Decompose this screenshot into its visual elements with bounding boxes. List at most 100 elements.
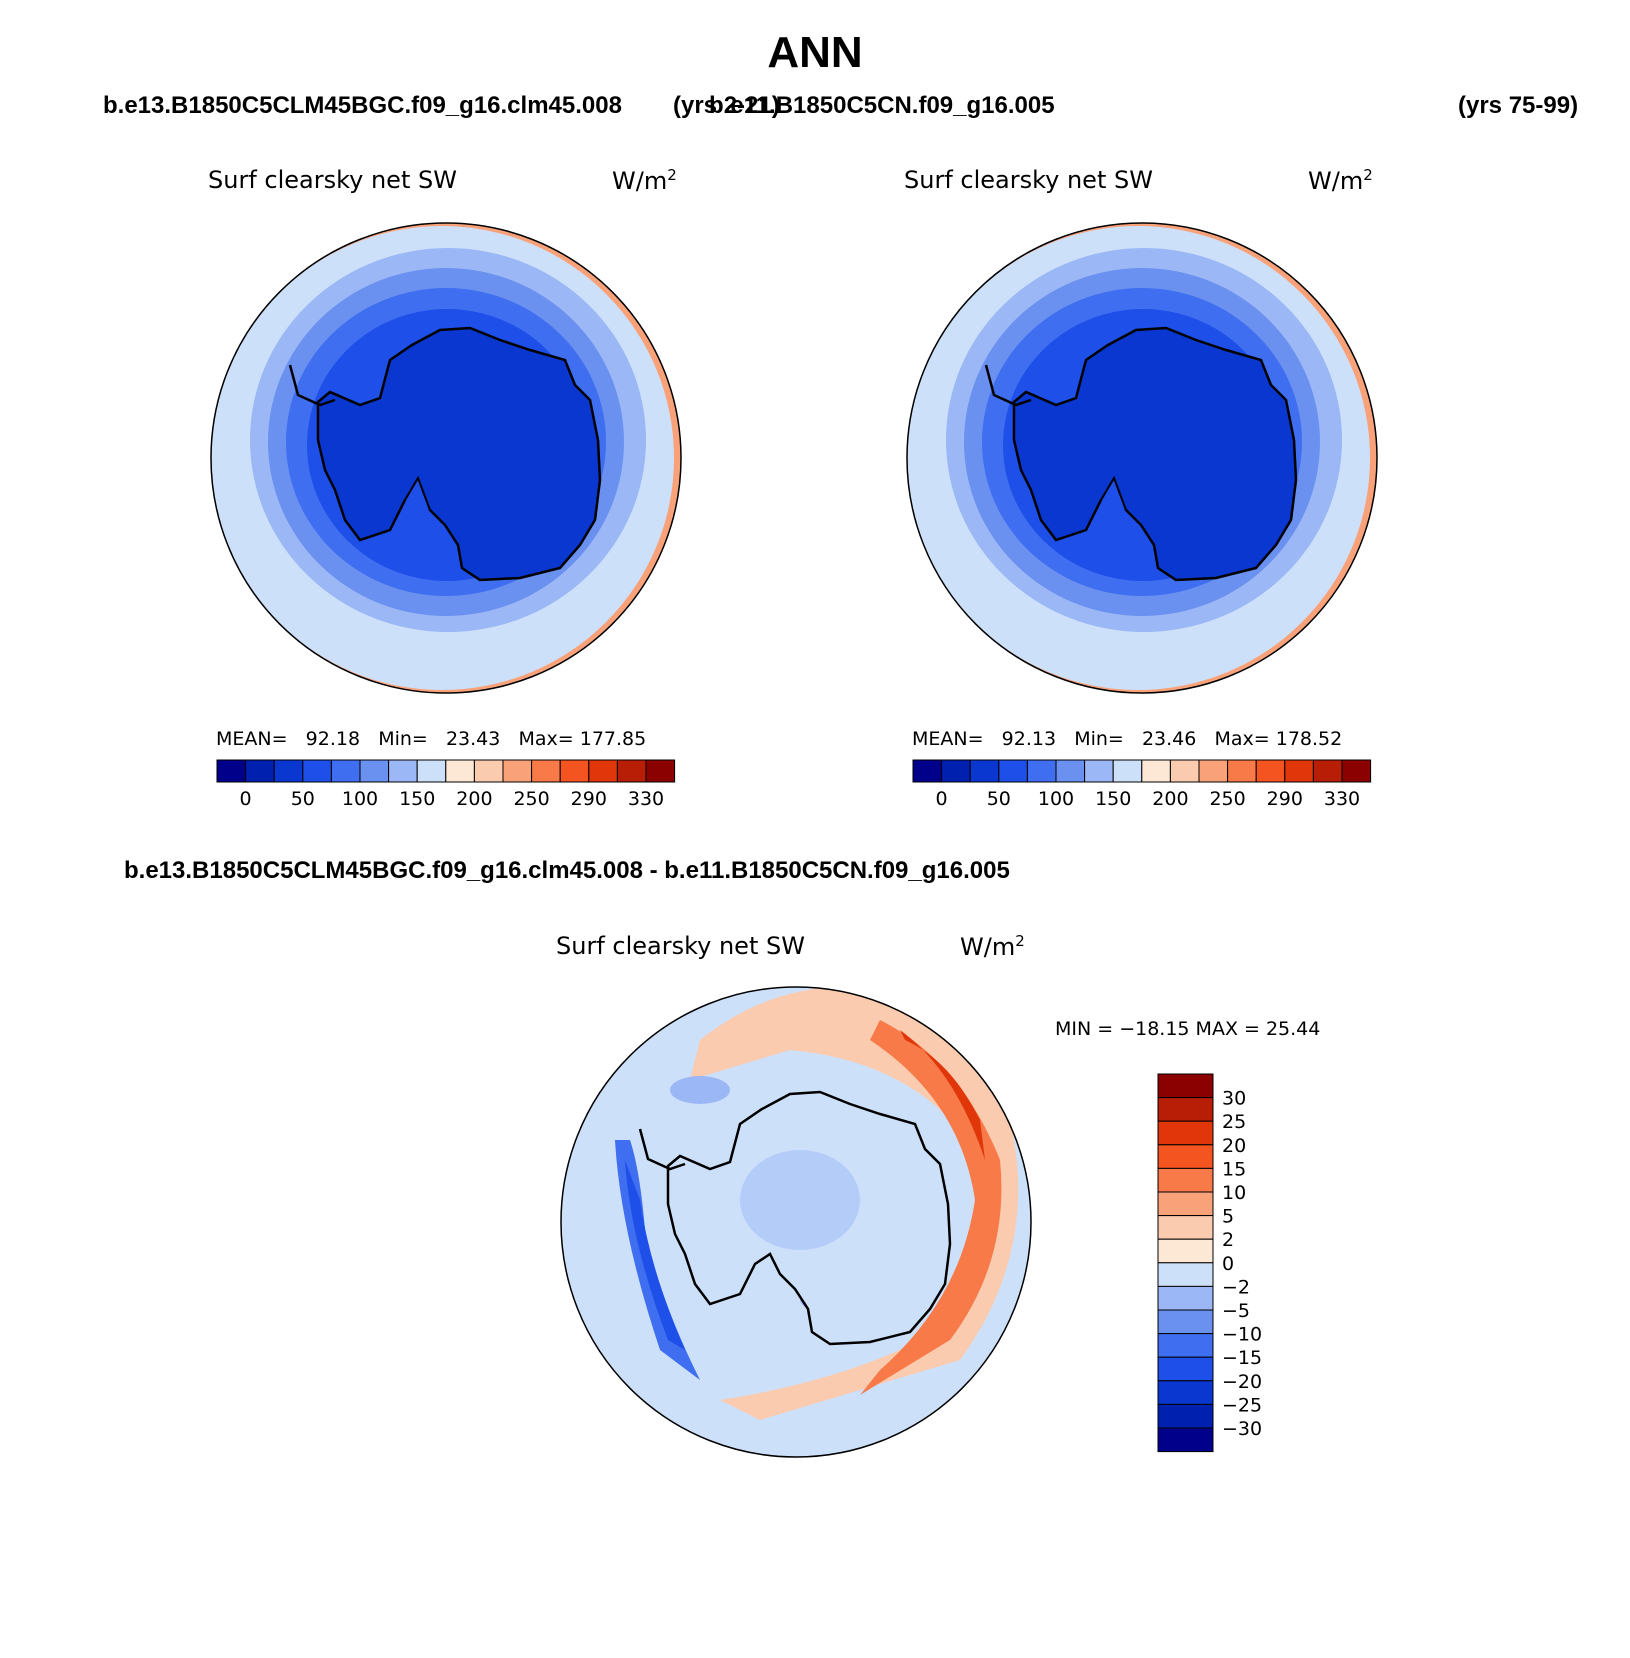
colorbar-swatch [1055,759,1086,783]
colorbar-tick-label: 20 [1222,1135,1246,1157]
colorbar-swatch [359,759,390,783]
map-left [211,223,681,693]
colorbar-tick-label: −2 [1222,1276,1250,1298]
colorbar-swatch [416,759,447,783]
colorbar-tick-label: 290 [571,788,607,810]
colorbar-swatch [941,759,971,783]
diff-min-max: MIN = −18.15 MAX = 25.44 [1055,1018,1321,1040]
colorbar-tick-label: 200 [456,788,492,810]
colorbar-swatch [1157,1309,1214,1335]
colorbar-swatch [1112,759,1143,783]
colorbar-swatch [273,759,304,783]
colorbar-tick-label: 0 [1222,1253,1234,1275]
min-label: Min= [378,728,428,750]
colorbar-tick-label: −20 [1222,1371,1262,1393]
colorbar-swatch [445,759,475,783]
field-label-left: Surf clearsky net SW [208,166,457,194]
colorbar-swatch [1157,1333,1214,1358]
colorbar-tick-label: 15 [1222,1158,1246,1180]
stats-right: MEAN= 92.13 Min= 23.46 Max= 178.52 [912,728,1342,750]
min-label: Min= [1074,728,1124,750]
colorbar-swatch [1157,1215,1214,1240]
colorbar-swatch [216,759,247,783]
colorbar-swatch [1157,1144,1214,1169]
colorbar-swatch [1026,759,1057,783]
colorbar-swatch [1157,1427,1214,1453]
colorbar-swatch [302,759,332,783]
colorbar-tick-label: 250 [1209,788,1245,810]
colorbar-swatch [1341,759,1372,783]
colorbar-tick-label: −25 [1222,1394,1262,1416]
mean-label: MEAN= [912,728,984,750]
colorbar-tick-label: 25 [1222,1111,1246,1133]
colorbar-left: 0 50 100 150 200 250 290 330 [216,759,676,810]
colorbar-tick-label: −10 [1222,1324,1262,1346]
colorbar-tick-label: 330 [1324,788,1360,810]
colorbar-swatch [1157,1285,1214,1311]
antarctica-right [1012,326,1298,582]
mean-value: 92.18 [305,728,361,750]
colorbar-swatch [1157,1356,1214,1382]
antarctica-left [316,326,602,582]
colorbar-swatch [473,759,504,783]
colorbar-tick-label: 30 [1222,1088,1246,1110]
colorbar-swatch [1157,1167,1214,1193]
colorbar-swatch [245,759,275,783]
max-value: 178.52 [1275,728,1343,750]
colorbar-swatch [1284,759,1314,783]
field-label-right: Surf clearsky net SW [904,166,1153,194]
stats-left: MEAN= 92.18 Min= 23.43 Max= 177.85 [216,728,646,750]
colorbar-tick-label: −30 [1222,1418,1262,1440]
years-right: (yrs 75-99) [1458,92,1579,119]
case-name-right: b.e11.B1850C5CN.f09_g16.005 [709,92,1055,119]
min-value: 23.43 [445,728,501,750]
colorbar-swatch [1157,1262,1214,1287]
min-value: 23.46 [1141,728,1197,750]
colorbar-swatch [1157,1403,1214,1429]
colorbar-tick-label: 150 [1095,788,1131,810]
colorbar-tick-label: 2 [1222,1229,1234,1251]
colorbar-swatch [1157,1191,1214,1217]
colorbar-swatch [1157,1097,1214,1122]
colorbar-tick-label: 50 [291,788,315,810]
field-label-diff: Surf clearsky net SW [556,932,805,960]
figure-title: ANN [767,28,863,77]
max-label: Max= [518,728,574,750]
colorbar-swatch [1141,759,1171,783]
colorbar-swatch [1255,759,1286,783]
map-diff [561,987,1031,1457]
mean-value: 92.13 [1001,728,1057,750]
colorbar-swatch [388,759,418,783]
colorbar-tick-label: 150 [399,788,435,810]
colorbar-swatch [969,759,1000,783]
colorbar-tick-label: 0 [936,788,948,810]
diff-case-title: b.e13.B1850C5CLM45BGC.f09_g16.clm45.008 … [124,857,1010,884]
colorbar-swatch [616,759,647,783]
colorbar-tick-label: 290 [1267,788,1303,810]
colorbar-swatch [912,759,943,783]
units-left: W/m2 [612,166,677,195]
colorbar-tick-label: 100 [1038,788,1074,810]
colorbar-tick-label: 330 [628,788,664,810]
colorbar-swatch [1084,759,1114,783]
colorbar-right: 0 50 100 150 200 250 290 330 [912,759,1372,810]
max-value: 177.85 [579,728,647,750]
colorbar-swatch [531,759,561,783]
colorbar-swatch [1198,759,1229,783]
colorbar-tick-label: 50 [987,788,1011,810]
colorbar-tick-label: 5 [1222,1206,1234,1228]
colorbar-tick-label: 100 [342,788,378,810]
colorbar-tick-label: 200 [1152,788,1188,810]
map-right [907,223,1377,693]
colorbar-tick-label: −15 [1222,1347,1262,1369]
colorbar-tick-label: 250 [513,788,549,810]
colorbar-swatch [502,759,533,783]
colorbar-swatch [1157,1073,1214,1099]
colorbar-swatch [330,759,361,783]
units-right: W/m2 [1308,166,1373,195]
max-label: Max= [1214,728,1270,750]
colorbar-tick-label: 10 [1222,1182,1246,1204]
colorbar-swatch [1169,759,1200,783]
